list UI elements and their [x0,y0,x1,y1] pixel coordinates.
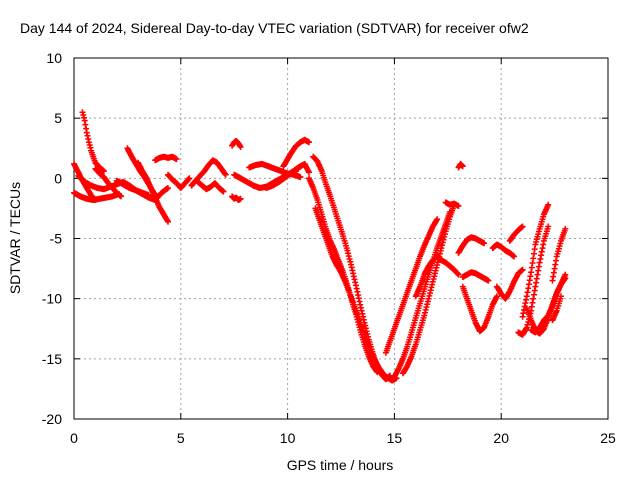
series-arc32 [493,266,526,302]
point-marks-arc7 [135,159,171,225]
point-marks-arc5 [92,165,124,200]
x-tick-label: 25 [600,430,616,446]
point-marks-arc25 [412,253,441,300]
point-marks-arc26 [434,253,462,278]
point-marks-arc21 [312,205,400,384]
point-marks-arc14 [229,193,244,203]
point-marks-arc31 [489,241,517,260]
point-marks-arc36 [528,271,569,336]
point-marks-arc34 [515,223,569,338]
point-marks-arc3 [71,189,122,203]
series-arc17 [263,160,312,191]
series-arc14 [229,193,244,203]
point-marks-arc22 [382,216,441,356]
x-tick-label: 15 [387,430,403,446]
series-arc5 [92,165,124,200]
series-arc12 [194,178,227,195]
series-arc19 [310,153,394,383]
point-marks-arc19 [310,153,394,383]
series-arc21 [312,205,400,384]
y-tick-label: -20 [42,411,62,427]
x-tick-label: 20 [493,430,509,446]
series-arc9 [152,153,180,164]
series-arc36 [528,271,569,336]
point-marks-arc2 [79,109,107,175]
point-marks-arc28 [455,160,466,171]
series-arc25 [412,253,441,300]
point-marks-arc17 [263,160,312,191]
series-arc29 [455,234,488,256]
y-axis-label: SDTVAR / TECUs [7,182,23,294]
point-marks-arc30 [459,283,500,335]
y-tick-label: 0 [54,170,62,186]
x-tick-label: 5 [177,430,185,446]
y-tick-label: 5 [54,110,62,126]
point-marks-arc29 [455,234,488,256]
point-marks-arc12 [194,178,227,195]
point-marks-arc18 [280,136,312,170]
point-marks-arc35 [519,201,564,324]
series-arc13 [229,138,244,150]
point-marks-arc8 [113,177,152,199]
series-arc3 [71,189,122,203]
point-marks-arc32 [493,266,526,302]
series-arc18 [280,136,312,170]
x-axis-label: GPS time / hours [287,457,394,473]
point-marks-arc9 [152,153,180,164]
series-arc26 [434,253,462,278]
series-arc7 [135,159,171,225]
y-tick-label: -15 [42,351,62,367]
point-marks-arc10 [165,171,193,191]
series-arc10 [165,171,193,191]
y-tick-label: -10 [42,291,62,307]
series-arc8 [113,177,152,199]
series-arc22 [382,216,441,356]
series-arc34 [515,223,569,338]
data-points [71,109,569,384]
x-tick-label: 10 [280,430,296,446]
series-arc30 [459,283,500,335]
point-marks-arc13 [229,138,244,150]
x-tick-label: 0 [70,430,78,446]
point-marks-arc11 [188,157,229,189]
series-arc2 [79,109,107,175]
series-arc11 [188,157,229,189]
series-arc35 [519,201,564,324]
series-arc27 [442,199,492,284]
series-arc31 [489,241,517,260]
series-arc28 [455,160,466,171]
chart-title: Day 144 of 2024, Sidereal Day-to-day VTE… [20,20,529,36]
series-arc24 [399,201,458,377]
y-tick-label: -5 [50,231,63,247]
point-marks-arc24 [399,201,458,377]
axis-ticks: 0 5 10 15 20 25 10 5 0 -5 -10 -15 -20 [42,50,616,446]
point-marks-arc27 [442,199,492,284]
y-tick-label: 10 [46,50,62,66]
